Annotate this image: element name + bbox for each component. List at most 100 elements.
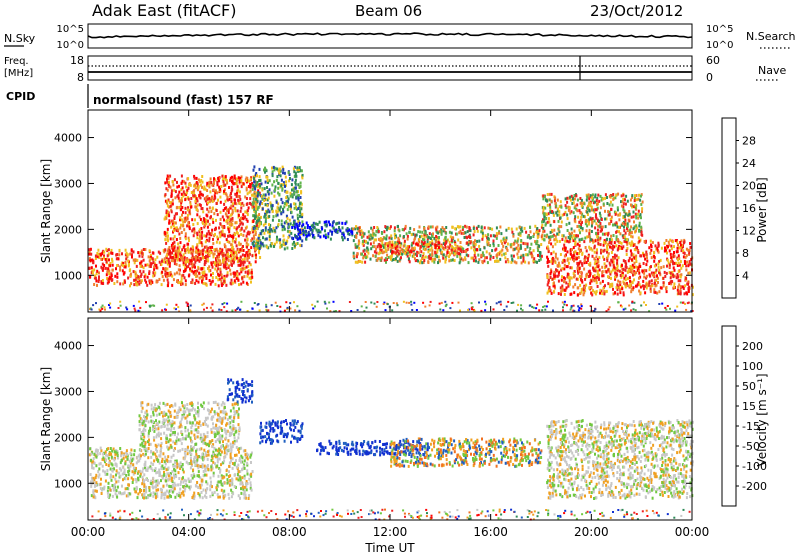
echo-cell <box>608 285 611 289</box>
echo-cell <box>440 232 443 236</box>
echo-cell <box>510 254 513 258</box>
echo-cell <box>223 243 226 247</box>
echo-cell <box>610 234 613 238</box>
echo-cell <box>272 226 275 230</box>
echo-cell <box>125 306 128 309</box>
echo-cell <box>440 228 443 232</box>
echo-cell <box>251 254 254 258</box>
echo-cell <box>296 213 299 217</box>
echo-cell <box>245 217 248 221</box>
echo-cell <box>642 253 645 257</box>
echo-cell <box>219 270 222 274</box>
echo-cell <box>152 274 155 278</box>
echo-cell <box>685 264 688 268</box>
echo-cell <box>167 281 170 285</box>
echo-cell <box>444 305 447 308</box>
echo-cell <box>640 225 643 229</box>
echo-cell <box>247 243 250 247</box>
echo-cell <box>250 268 253 272</box>
echo-cell <box>624 282 626 286</box>
echo-cell <box>405 249 408 253</box>
echo-cell <box>147 494 150 498</box>
echo-cell <box>603 292 606 296</box>
echo-cell <box>595 265 598 269</box>
echo-cell <box>565 223 568 227</box>
echo-cell <box>191 245 194 249</box>
echo-cell <box>219 200 222 204</box>
echo-cell <box>111 257 113 261</box>
echo-cell <box>612 257 615 261</box>
colorbar-tick-label: 20 <box>742 180 756 193</box>
echo-cell <box>134 278 137 282</box>
echo-cell <box>678 257 681 261</box>
echo-cell <box>436 225 439 229</box>
echo-cell <box>181 186 184 190</box>
echo-cell <box>587 270 590 274</box>
echo-cell <box>683 240 686 244</box>
echo-cell <box>598 238 601 242</box>
echo-cell <box>222 263 225 267</box>
station-title: Adak East (fitACF) <box>92 1 236 20</box>
echo-cell <box>285 180 288 184</box>
echo-cell <box>631 300 634 303</box>
echo-cell <box>204 250 207 254</box>
echo-cell <box>343 236 346 240</box>
echo-cell <box>241 222 244 226</box>
echo-cell <box>619 274 622 277</box>
echo-cell <box>443 247 446 251</box>
echo-cell <box>659 258 662 262</box>
echo-cell <box>331 224 334 228</box>
echo-cell <box>449 243 452 247</box>
echo-cell <box>202 266 205 270</box>
echo-cell <box>258 191 261 195</box>
echo-cell <box>633 220 635 224</box>
echo-cell <box>371 228 374 232</box>
echo-cell <box>256 214 259 218</box>
echo-cell <box>179 250 182 254</box>
echo-cell <box>404 226 407 230</box>
echo-cell <box>252 185 255 189</box>
echo-cell <box>204 224 207 227</box>
echo-cell <box>355 225 357 229</box>
echo-cell <box>286 239 289 243</box>
echo-cell <box>97 280 100 283</box>
echo-cell <box>175 256 178 260</box>
echo-cell <box>388 227 391 230</box>
echo-cell <box>317 233 320 237</box>
echo-cell <box>168 184 171 188</box>
echo-cell <box>609 263 612 267</box>
echo-cell <box>220 279 223 283</box>
echo-cell <box>311 223 314 227</box>
echo-cell <box>195 254 197 258</box>
echo-cell <box>550 252 553 256</box>
echo-cell <box>415 242 418 246</box>
echo-cell <box>377 252 380 256</box>
echo-cell <box>107 280 110 284</box>
echo-cell <box>395 243 398 246</box>
echo-cell <box>656 274 658 278</box>
echo-cell <box>230 278 233 282</box>
echo-cell <box>588 245 591 249</box>
echo-cell <box>576 266 579 270</box>
echo-cell <box>427 250 430 254</box>
echo-cell <box>617 301 620 304</box>
echo-cell <box>142 248 145 251</box>
echo-cell <box>348 232 351 236</box>
echo-cell <box>358 229 361 233</box>
echo-cell <box>599 243 602 247</box>
echo-cell <box>248 271 251 275</box>
echo-cell <box>608 203 611 207</box>
echo-cell <box>239 263 242 267</box>
echo-cell <box>450 248 453 252</box>
echo-cell <box>286 308 289 310</box>
echo-cell <box>253 302 256 304</box>
echo-cell <box>180 280 183 284</box>
echo-cell <box>252 242 254 246</box>
echo-cell <box>401 250 404 253</box>
echo-cell <box>169 185 172 189</box>
echo-cell <box>570 227 573 231</box>
echo-cell <box>282 171 284 175</box>
echo-cell <box>645 250 648 254</box>
echo-cell <box>311 228 314 232</box>
echo-cell <box>245 188 248 192</box>
